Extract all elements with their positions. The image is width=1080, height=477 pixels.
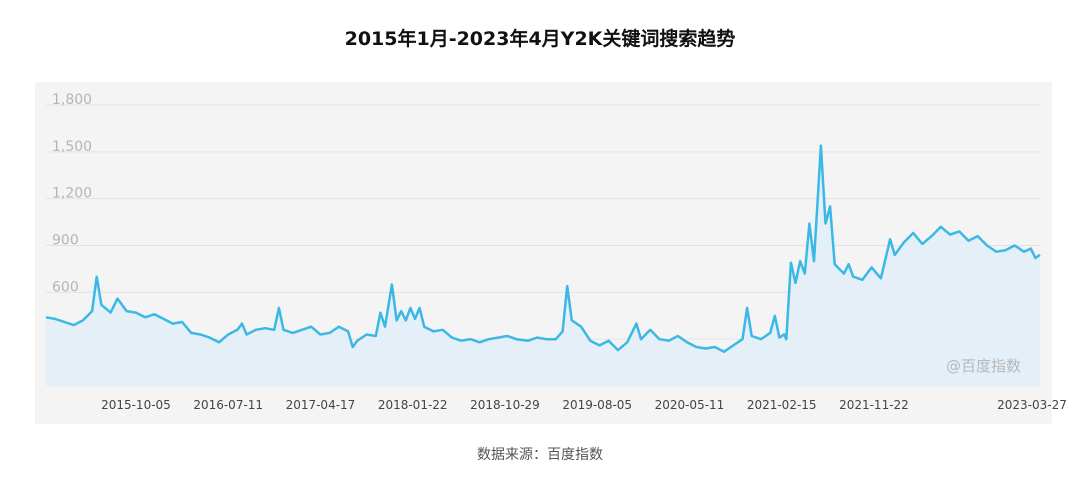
x-tick-label: 2023-03-27 xyxy=(997,398,1067,412)
y-tick-label: 600 xyxy=(52,279,79,295)
x-tick-label: 2017-04-17 xyxy=(286,398,356,412)
source-note: 数据来源：百度指数 xyxy=(477,447,603,463)
series-line xyxy=(45,144,1041,353)
y-tick-label: 1,200 xyxy=(52,186,92,202)
watermark-text: @百度指数 xyxy=(946,357,1022,375)
x-tick-label: 2018-01-22 xyxy=(378,398,448,412)
x-tick-label: 2016-07-11 xyxy=(193,398,263,412)
chart-title: 2015年1月-2023年4月Y2K关键词搜索趋势 xyxy=(344,28,736,50)
x-tick-label: 2018-10-29 xyxy=(470,398,540,412)
y-tick-label: 1,800 xyxy=(52,92,92,108)
y-tick-label: 1,500 xyxy=(52,139,92,155)
x-tick-label: 2021-11-22 xyxy=(839,398,909,412)
x-axis: 2015-10-05 2016-07-11 2017-04-17 2018-01-22… xyxy=(101,398,1067,412)
y-tick-label: 900 xyxy=(52,233,79,249)
x-tick-label: 2015-10-05 xyxy=(101,398,171,412)
x-tick-label: 2021-02-15 xyxy=(747,398,817,412)
area-fill xyxy=(46,145,1040,386)
x-tick-label: 2020-05-11 xyxy=(655,398,725,412)
x-tick-label: 2019-08-05 xyxy=(562,398,632,412)
